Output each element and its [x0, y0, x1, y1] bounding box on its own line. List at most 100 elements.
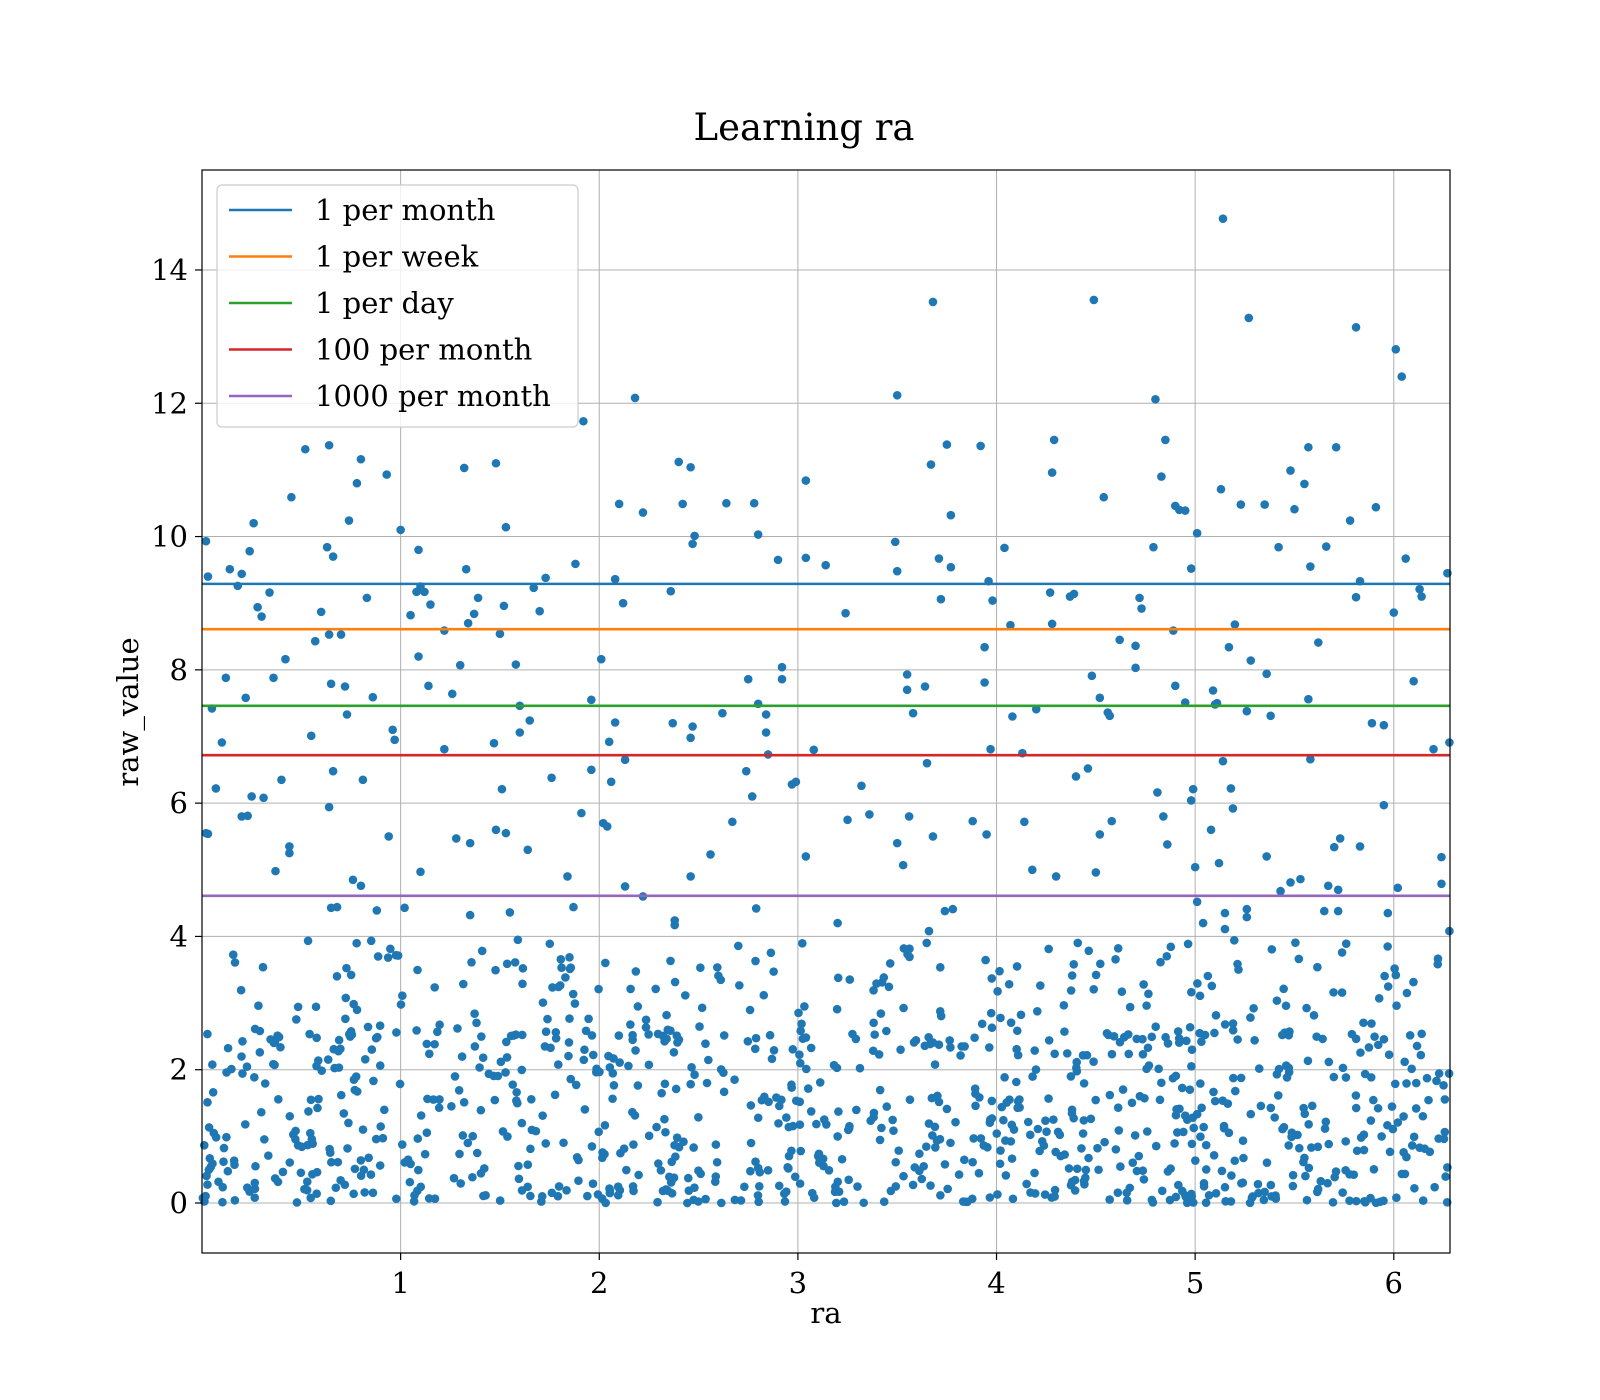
data-point	[1123, 1030, 1133, 1039]
data-point	[479, 1164, 489, 1173]
data-point	[936, 963, 945, 972]
data-point	[908, 708, 918, 718]
data-point	[551, 1034, 561, 1043]
data-point	[384, 832, 394, 841]
data-point	[660, 1114, 669, 1124]
data-point	[679, 1137, 688, 1146]
data-point	[501, 1068, 510, 1077]
data-point	[1070, 1175, 1080, 1185]
legend-box	[216, 184, 579, 428]
data-point	[595, 1067, 604, 1077]
data-point	[712, 1157, 722, 1167]
data-point	[1028, 1072, 1037, 1081]
data-point	[767, 1054, 777, 1064]
data-point	[1084, 1153, 1093, 1163]
data-point	[790, 1172, 800, 1182]
data-point	[970, 1033, 979, 1042]
data-point	[435, 1095, 444, 1104]
data-point	[1134, 1151, 1144, 1161]
data-point	[620, 882, 630, 891]
data-point	[1379, 1196, 1388, 1206]
data-point	[200, 1197, 209, 1206]
data-point	[472, 1018, 481, 1028]
data-point	[1173, 1027, 1183, 1036]
data-point	[787, 1080, 796, 1090]
data-point	[566, 1074, 576, 1084]
data-point	[1072, 1164, 1082, 1174]
data-point	[523, 845, 533, 855]
data-point	[317, 1066, 327, 1075]
data-point	[393, 951, 403, 960]
data-point	[514, 1174, 524, 1184]
data-point	[1330, 1172, 1339, 1182]
data-point	[1128, 1158, 1138, 1167]
data-point	[884, 982, 894, 992]
data-point	[1020, 817, 1029, 827]
data-point	[1437, 879, 1446, 889]
data-point	[458, 1131, 468, 1140]
data-point	[719, 1087, 729, 1097]
data-point	[225, 564, 235, 574]
data-point	[1171, 1110, 1181, 1120]
data-point	[564, 1038, 574, 1047]
legend-label: 1000 per month	[315, 379, 551, 413]
data-point	[551, 1027, 561, 1037]
data-point	[662, 1010, 671, 1020]
data-point	[717, 1198, 726, 1208]
data-point	[564, 1051, 573, 1061]
data-point	[1432, 1076, 1441, 1086]
data-point	[833, 1177, 843, 1187]
data-point	[1236, 500, 1246, 509]
data-point	[869, 1108, 879, 1118]
data-point	[580, 1045, 589, 1055]
data-point	[1008, 1194, 1018, 1204]
data-point	[1304, 1120, 1313, 1129]
data-point	[920, 682, 930, 691]
data-point	[306, 1193, 316, 1203]
data-point	[1138, 1166, 1148, 1175]
data-point	[670, 1140, 679, 1150]
data-point	[344, 516, 354, 525]
data-point	[518, 979, 527, 989]
data-point	[996, 1013, 1005, 1023]
data-point	[1402, 1079, 1411, 1088]
data-point	[475, 1063, 484, 1072]
data-point	[986, 744, 995, 754]
data-point	[1087, 671, 1097, 681]
data-point	[410, 1191, 419, 1200]
data-point	[1407, 1064, 1416, 1074]
data-point	[1391, 344, 1401, 354]
data-point	[795, 1050, 804, 1060]
data-point	[1041, 1116, 1050, 1125]
data-point	[1012, 1044, 1021, 1054]
data-point	[356, 1156, 366, 1165]
data-point	[1221, 1196, 1230, 1206]
data-point	[458, 979, 468, 989]
data-point	[1196, 1132, 1205, 1141]
data-point	[1418, 1196, 1428, 1205]
data-point	[1118, 1085, 1128, 1094]
data-point	[773, 555, 783, 565]
data-point	[781, 1187, 791, 1196]
data-point	[329, 1044, 339, 1054]
data-point	[695, 1022, 704, 1031]
data-point	[757, 1095, 767, 1105]
data-point	[1009, 1125, 1019, 1134]
data-point	[577, 808, 586, 818]
data-point	[1192, 1109, 1202, 1119]
data-point	[502, 1053, 512, 1062]
data-point	[1144, 989, 1153, 999]
data-point	[1192, 897, 1202, 907]
data-point	[809, 745, 819, 755]
data-point	[613, 1190, 623, 1200]
y-tick-label: 0	[170, 1186, 188, 1220]
data-point	[1281, 1001, 1291, 1011]
data-point	[1089, 1057, 1098, 1066]
legend-label: 1 per week	[315, 240, 479, 274]
data-point	[360, 1188, 369, 1197]
data-point	[491, 965, 500, 975]
data-point	[1187, 1139, 1197, 1149]
data-point	[834, 1107, 843, 1116]
data-point	[1067, 1109, 1077, 1118]
data-point	[750, 1044, 760, 1054]
